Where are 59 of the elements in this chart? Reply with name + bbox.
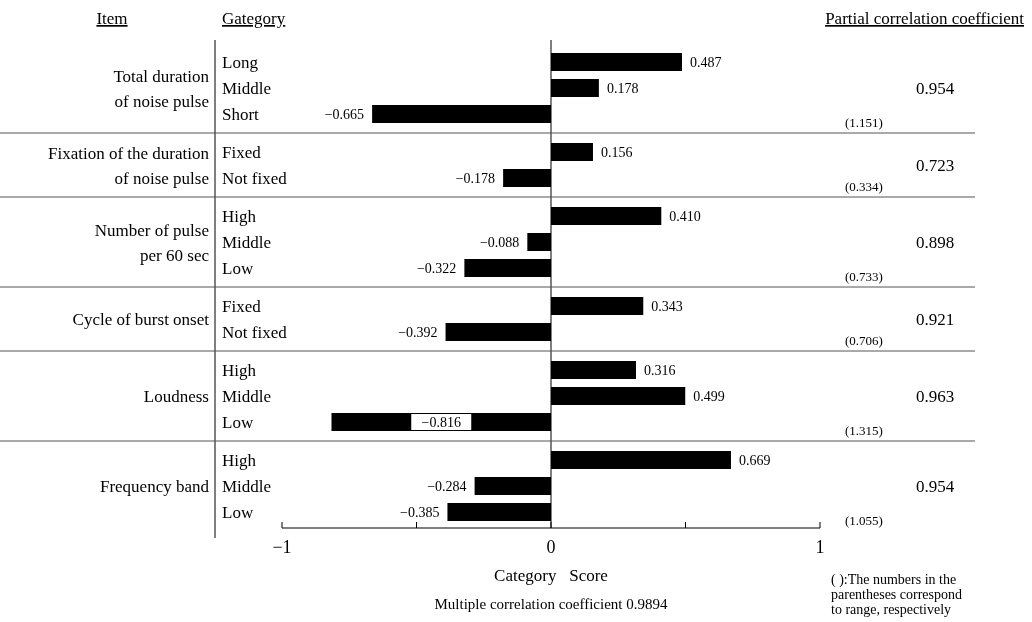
text: (1.055) [845, 513, 883, 528]
data-label: 0.669 [738, 453, 771, 468]
y-tick-label: Long [222, 53, 259, 72]
text: Multiple correlation coefficient 0.9894 [434, 596, 668, 612]
text: 0.954 [915, 79, 955, 98]
data-label: 0.178 [606, 81, 639, 96]
y-tick-label: Not fixed [222, 169, 288, 188]
data-label: −0.178 [455, 171, 496, 186]
x-tick-label: 0 [546, 537, 556, 557]
x-axis-title: Category Score [494, 566, 608, 585]
y-tick-label: Fixed [222, 143, 262, 162]
text: Gategory [222, 9, 286, 28]
y-tick-label: Fixed [222, 297, 262, 316]
data-label: 0.316 [644, 363, 676, 378]
text: 0.723 [915, 156, 955, 175]
y-tick-label: Short [222, 105, 260, 124]
text: Item [96, 9, 128, 28]
y-tick-label: Low [222, 259, 254, 278]
text: Total duration of noise pulse [113, 66, 210, 111]
text: 0.921 [915, 310, 955, 329]
y-tick-label: Middle [222, 79, 272, 98]
x-tick-label: −1 [272, 537, 292, 557]
text: Fixation of the duration of noise pulse [47, 143, 210, 188]
text: Number of pulse per 60 sec [94, 220, 210, 265]
y-tick-label: High [222, 451, 257, 470]
text: 0.954 [915, 477, 955, 496]
y-tick-label: Low [222, 503, 254, 522]
text: (1.315) [845, 423, 883, 438]
y-tick-label: High [222, 361, 257, 380]
text: (0.733) [845, 269, 883, 284]
text: (0.706) [845, 333, 883, 348]
text: Frequency band [99, 477, 210, 496]
text: Loudness [143, 387, 209, 406]
y-tick-label: Middle [222, 387, 272, 406]
y-tick-label: Low [222, 413, 254, 432]
text: Cycle of burst onset [72, 310, 210, 329]
data-label: −0.392 [398, 325, 438, 340]
y-tick-label: Middle [222, 477, 272, 496]
text: ( ):The numbers in the parentheses correspond to range, respectively [831, 572, 963, 617]
text: (0.334) [845, 179, 883, 194]
data-label: 0.156 [600, 145, 633, 160]
data-label: −0.322 [416, 261, 457, 276]
text: Partial correlation coefficient [825, 9, 1025, 28]
data-label: −0.665 [324, 107, 365, 122]
data-label: −0.385 [400, 505, 440, 520]
data-label: 0.487 [690, 55, 722, 70]
y-tick-label: Middle [222, 233, 272, 252]
data-label: 0.499 [693, 389, 725, 404]
data-label: −0.284 [427, 479, 467, 494]
data-label: −0.816 [421, 415, 461, 430]
text: 0.963 [915, 387, 955, 406]
data-label: 0.343 [651, 299, 683, 314]
x-tick-label: 1 [815, 537, 825, 557]
data-label: 0.410 [669, 209, 701, 224]
data-label: −0.088 [479, 235, 520, 250]
text: (1.151) [845, 115, 883, 130]
y-tick-label: Not fixed [222, 323, 288, 342]
text: 0.898 [915, 233, 955, 252]
y-tick-label: High [222, 207, 257, 226]
